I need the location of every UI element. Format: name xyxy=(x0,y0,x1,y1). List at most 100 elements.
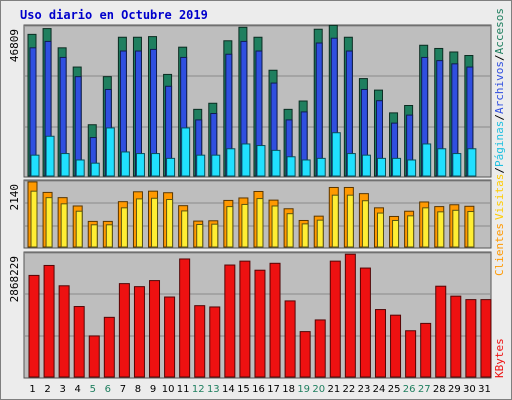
kbytes-bar-kbytes-10 xyxy=(164,296,176,378)
x-tick-label: 23 xyxy=(358,384,371,395)
x-tick-label: 28 xyxy=(433,384,446,395)
hits-bar-páginas-29 xyxy=(452,153,462,177)
kbytes-bar-kbytes-19 xyxy=(299,331,311,378)
legend-hits-part: Archivos xyxy=(493,61,506,114)
kbytes-bar-kbytes-18 xyxy=(284,300,296,378)
x-tick-label: 1 xyxy=(29,384,35,395)
hits-bar-páginas-19 xyxy=(301,159,311,177)
visits-bar-clientes-18 xyxy=(286,213,294,248)
visits-bar-clientes-24 xyxy=(376,212,384,248)
legend-hits-part: / xyxy=(493,167,506,174)
x-tick-label: 29 xyxy=(448,384,461,395)
visits-bar-clientes-28 xyxy=(437,211,445,248)
visits-bar-clientes-25 xyxy=(392,219,400,248)
visits-bar-clientes-7 xyxy=(120,207,128,248)
visits-bar-clientes-11 xyxy=(181,210,189,248)
hits-bar-páginas-22 xyxy=(346,153,356,177)
visits-ymax-label: 2140 xyxy=(8,184,21,211)
legend-hits-part: Visitas xyxy=(493,174,506,220)
visits-bar-clientes-12 xyxy=(196,223,204,248)
visits-bar-clientes-16 xyxy=(256,198,264,248)
kbytes-bar-kbytes-17 xyxy=(269,262,281,378)
x-tick-label: 6 xyxy=(105,384,111,395)
visits-bar-clientes-6 xyxy=(105,224,113,248)
kbytes-bar-kbytes-2 xyxy=(43,264,55,378)
hits-bar-archivos-20 xyxy=(315,42,323,177)
visits-bar-clientes-13 xyxy=(211,223,219,248)
x-tick-label: 27 xyxy=(418,384,431,395)
kbytes-bar-kbytes-12 xyxy=(194,305,206,378)
kbytes-bar-kbytes-11 xyxy=(179,258,191,378)
x-tick-label: 26 xyxy=(403,384,416,395)
legend-hits: Visitas/Páginas/Archivos/Accesos xyxy=(493,8,506,220)
x-tick-label: 24 xyxy=(373,384,386,395)
x-tick-label: 11 xyxy=(177,384,190,395)
visits-bar-clientes-14 xyxy=(226,206,234,248)
hits-bar-páginas-21 xyxy=(331,132,341,177)
hits-bar-páginas-1 xyxy=(30,154,40,177)
visits-bar-clientes-1 xyxy=(30,190,38,248)
visits-bar-clientes-27 xyxy=(422,207,430,248)
x-tick-label: 25 xyxy=(388,384,401,395)
kbytes-bar-kbytes-30 xyxy=(465,299,477,378)
x-tick-label: 17 xyxy=(267,384,280,395)
kbytes-bar-kbytes-22 xyxy=(344,253,356,378)
visits-bar-clientes-29 xyxy=(452,209,460,248)
kbytes-bar-kbytes-9 xyxy=(149,280,161,378)
x-tick-label: 18 xyxy=(282,384,295,395)
visits-bar-clientes-15 xyxy=(241,203,249,248)
x-tick-label: 14 xyxy=(222,384,235,395)
hits-bar-páginas-27 xyxy=(422,143,432,177)
hits-bar-páginas-26 xyxy=(407,159,417,177)
x-tick-label: 12 xyxy=(192,384,205,395)
x-tick-label: 2 xyxy=(44,384,50,395)
hits-bar-páginas-23 xyxy=(361,154,371,177)
legend-hits-part: / xyxy=(493,114,506,121)
x-tick-label: 13 xyxy=(207,384,220,395)
kbytes-bar-kbytes-3 xyxy=(58,285,70,378)
kbytes-bar-kbytes-4 xyxy=(73,306,85,378)
visits-bar-clientes-8 xyxy=(135,198,143,248)
visits-bar-clientes-3 xyxy=(60,203,68,248)
hits-bar-páginas-4 xyxy=(75,159,85,177)
hits-bar-páginas-13 xyxy=(211,154,221,177)
visits-bar-clientes-22 xyxy=(346,194,354,248)
hits-bar-páginas-15 xyxy=(241,143,251,177)
kbytes-bar-kbytes-13 xyxy=(209,306,221,378)
legend-visits-part: Clientes xyxy=(493,223,506,276)
x-tick-label: 7 xyxy=(120,384,126,395)
visits-bar-clientes-10 xyxy=(166,199,174,248)
x-tick-label: 10 xyxy=(162,384,175,395)
kbytes-bar-kbytes-27 xyxy=(420,322,432,378)
hits-bar-páginas-18 xyxy=(286,156,296,177)
legend-hits-part: Páginas xyxy=(493,121,506,167)
x-tick-label: 4 xyxy=(75,384,81,395)
hits-bar-páginas-10 xyxy=(166,157,176,177)
hits-bar-páginas-14 xyxy=(226,148,236,177)
chart-title: Uso diario en Octubre 2019 xyxy=(20,8,208,22)
kbytes-bar-kbytes-7 xyxy=(118,283,130,378)
x-tick-label: 15 xyxy=(237,384,250,395)
hits-bar-páginas-5 xyxy=(90,162,100,177)
hits-bar-páginas-11 xyxy=(181,127,191,177)
kbytes-bar-kbytes-29 xyxy=(450,295,462,378)
x-tick-label: 21 xyxy=(327,384,340,395)
kbytes-bar-kbytes-26 xyxy=(405,330,417,378)
hits-bar-páginas-7 xyxy=(120,151,130,177)
kbytes-bar-kbytes-14 xyxy=(224,264,236,378)
visits-bar-clientes-9 xyxy=(151,197,159,248)
kbytes-bar-kbytes-23 xyxy=(359,267,371,378)
kbytes-ymax-label: 2868229 xyxy=(8,256,21,302)
hits-bar-páginas-17 xyxy=(271,149,281,177)
kbytes-bar-kbytes-6 xyxy=(103,316,115,378)
visits-bar-clientes-21 xyxy=(331,194,339,248)
kbytes-bar-kbytes-15 xyxy=(239,260,251,378)
visits-bar-clientes-17 xyxy=(271,205,279,248)
hits-bar-páginas-25 xyxy=(392,157,402,177)
kbytes-bar-kbytes-16 xyxy=(254,269,266,378)
hits-bar-páginas-30 xyxy=(467,148,477,177)
legend-kbytes-part: KBytes xyxy=(493,338,506,378)
legend-hits-part: / xyxy=(493,54,506,61)
kbytes-bar-kbytes-25 xyxy=(390,314,402,378)
